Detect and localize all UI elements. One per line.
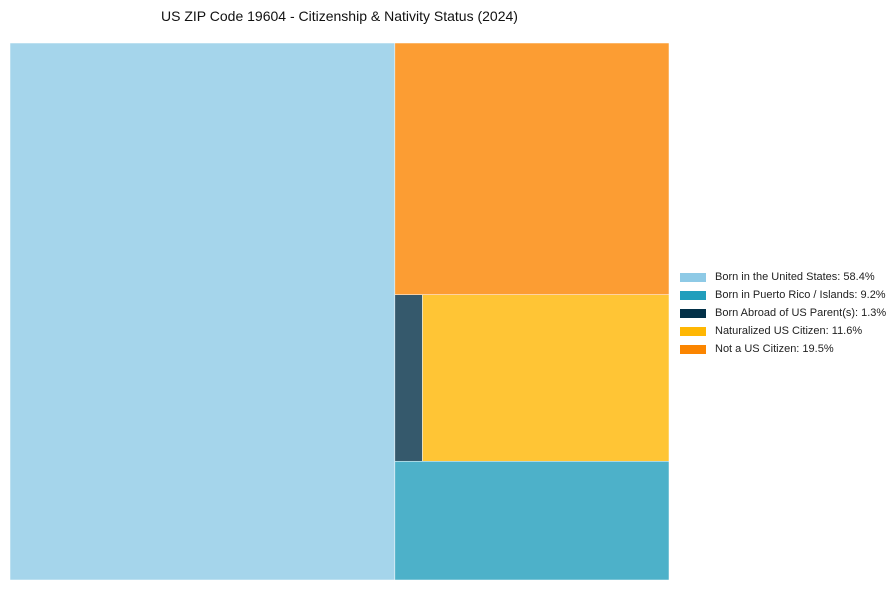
chart-title: US ZIP Code 19604 - Citizenship & Nativi…	[161, 8, 518, 24]
legend-label: Born in Puerto Rico / Islands: 9.2%	[715, 289, 886, 301]
legend-item-born-in-puerto-rico-islands: Born in Puerto Rico / Islands: 9.2%	[680, 286, 886, 304]
legend: Born in the United States: 58.4% Born in …	[680, 268, 886, 358]
tile-born-abroad-of-us-parent-s	[394, 294, 423, 462]
legend-swatch	[680, 290, 706, 300]
legend-item-naturalized-us-citizen: Naturalized US Citizen: 11.6%	[680, 322, 886, 340]
legend-item-born-abroad-of-us-parent-s: Born Abroad of US Parent(s): 1.3%	[680, 304, 886, 322]
legend-swatch	[680, 326, 706, 336]
tile-naturalized-us-citizen	[422, 294, 669, 462]
legend-item-not-a-us-citizen: Not a US Citizen: 19.5%	[680, 340, 886, 358]
legend-swatch	[680, 308, 706, 318]
legend-item-born-in-the-united-states: Born in the United States: 58.4%	[680, 268, 886, 286]
legend-label: Naturalized US Citizen: 11.6%	[715, 325, 863, 337]
legend-label: Born in the United States: 58.4%	[715, 271, 875, 283]
tile-born-in-puerto-rico-islands	[394, 460, 669, 580]
tile-born-in-the-united-states	[10, 43, 396, 580]
legend-swatch	[680, 272, 706, 282]
legend-swatch	[680, 344, 706, 354]
legend-label: Born Abroad of US Parent(s): 1.3%	[715, 307, 887, 319]
treemap-plot	[10, 43, 669, 580]
legend-label: Not a US Citizen: 19.5%	[715, 343, 834, 355]
tile-not-a-us-citizen	[394, 43, 669, 295]
